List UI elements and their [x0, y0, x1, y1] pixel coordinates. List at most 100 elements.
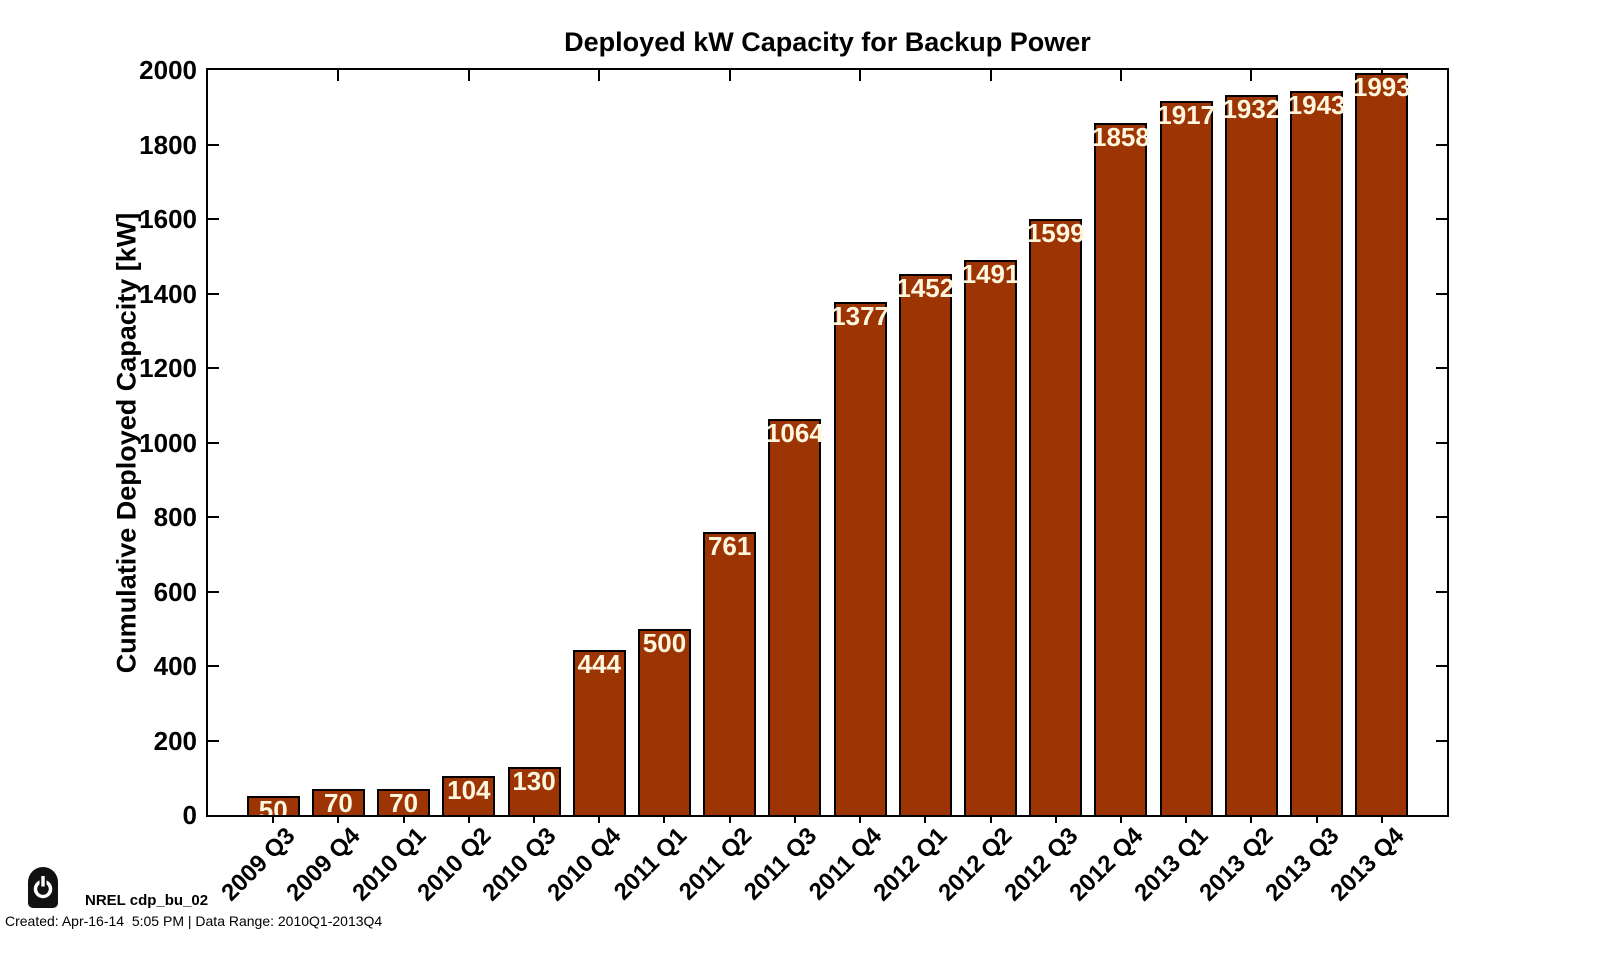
bar	[1224, 95, 1278, 815]
y-axis-left-tick	[208, 590, 219, 593]
bar-value-label: 1491	[961, 258, 1020, 289]
x-axis-bottom-tick	[1250, 817, 1253, 823]
bar-value-label: 761	[707, 530, 752, 561]
x-tick-label: 2010 Q3	[477, 822, 562, 907]
y-axis-right-tick	[1436, 367, 1447, 369]
x-tick-label: 2012 Q3	[998, 822, 1084, 907]
x-tick-label: 2009 Q4	[281, 822, 366, 907]
x-axis-bottom-tick	[337, 817, 340, 823]
bar	[572, 649, 626, 815]
y-axis-right-tick	[1436, 665, 1447, 667]
x-tick-label: 2011 Q2	[673, 822, 758, 906]
x-axis-bottom-tick	[924, 817, 927, 823]
bar-value-label: 70	[389, 787, 419, 817]
bar-value-label: 1858	[1092, 121, 1150, 152]
y-axis-left-tick	[208, 292, 219, 295]
x-tick-label: 2011 Q4	[804, 822, 888, 906]
plot-area: 50 70 70 104 130 444 500 761 1064 1377 1452 1491 159…	[206, 68, 1449, 817]
y-tick-label: 200	[153, 725, 197, 756]
x-tick-label: 2012 Q4	[1064, 822, 1149, 907]
x-axis-bottom-tick	[272, 817, 275, 823]
y-tick-label: 1200	[139, 353, 197, 383]
y-axis-label: Cumulative Deployed Capacity [kW]	[111, 212, 142, 674]
x-tick-label: 2013 Q4	[1324, 822, 1410, 907]
x-tick-label: 2010 Q1	[346, 822, 432, 907]
x-axis-bottom-tick	[728, 817, 731, 823]
x-axis-bottom-tick	[1054, 817, 1057, 823]
x-axis-top-tick	[859, 70, 862, 81]
y-tick-label: 400	[153, 651, 197, 681]
bar-value-label: 1917	[1157, 99, 1216, 130]
bar-value-label: 50	[258, 795, 288, 817]
x-tick-label: 2011 Q1	[608, 822, 692, 906]
bar	[964, 259, 1018, 815]
y-tick-label: 0	[182, 800, 197, 830]
x-axis-bottom-tick	[1315, 817, 1318, 823]
x-axis-top-tick	[467, 70, 470, 81]
y-axis-right-tick	[1436, 143, 1447, 146]
bar-value-label: 104	[447, 775, 491, 806]
bar-value-label: 500	[642, 627, 687, 658]
x-axis-bottom-tick	[598, 817, 601, 823]
bar	[377, 788, 431, 815]
x-axis-top-tick	[598, 70, 601, 81]
footer-chart-id: NREL cdp_bu_02	[85, 892, 209, 909]
bar-value-label: 1932	[1222, 94, 1281, 125]
bar	[833, 302, 887, 815]
x-axis-bottom-tick	[533, 817, 536, 823]
x-tick-label: 2010 Q4	[542, 822, 627, 907]
x-axis-bottom-tick	[1380, 817, 1383, 823]
x-tick-label: 2010 Q2	[412, 822, 497, 907]
y-axis-left-tick	[208, 367, 219, 369]
bar-value-label: 1943	[1287, 90, 1346, 121]
bar	[507, 766, 561, 815]
x-axis-top-tick	[728, 70, 731, 81]
x-axis-top-tick	[1250, 70, 1253, 81]
y-axis-left-tick	[208, 516, 219, 518]
chart-title: Deployed kW Capacity for Backup Power	[564, 27, 1091, 57]
bar-value-label: 70	[323, 787, 353, 817]
y-tick-label: 1800	[139, 129, 197, 160]
bar	[898, 274, 952, 815]
bar-value-label: 444	[577, 648, 621, 679]
y-axis-right-tick	[1436, 441, 1447, 444]
x-axis-top-tick	[337, 70, 340, 81]
y-axis-left-tick	[208, 143, 219, 146]
footer-created-text: Created: Apr-16-14 5:05 PM | Data Range:…	[5, 913, 383, 929]
x-axis-bottom-tick	[467, 817, 470, 823]
y-axis-left-tick	[208, 665, 219, 667]
bar-value-label: 130	[512, 765, 556, 796]
bar	[246, 796, 300, 815]
y-axis-left-tick	[208, 739, 219, 742]
bar	[1029, 219, 1083, 815]
power-icon-glyph	[33, 876, 53, 899]
bar-value-label: 1599	[1026, 218, 1085, 249]
bar-value-label: 1064	[765, 417, 824, 448]
bar	[1355, 72, 1409, 815]
x-axis-bottom-tick	[1119, 817, 1122, 823]
bar-value-label: 1452	[896, 273, 955, 304]
x-axis-bottom-tick	[793, 817, 796, 823]
y-tick-label: 1000	[139, 427, 197, 458]
y-axis-right-tick	[1436, 590, 1447, 593]
y-axis-right-tick	[1436, 292, 1447, 295]
x-axis-bottom-tick	[663, 817, 666, 823]
bar	[311, 788, 365, 815]
y-axis-right-tick	[1436, 516, 1447, 518]
x-tick-label: 2012 Q2	[933, 822, 1018, 907]
bar	[1290, 91, 1344, 815]
bar	[637, 628, 691, 815]
bar	[1159, 100, 1213, 815]
bar	[1094, 122, 1148, 815]
y-axis-right-tick	[1436, 218, 1447, 220]
x-tick-label: 2013 Q3	[1259, 822, 1344, 907]
y-axis-right-tick	[1436, 739, 1447, 742]
bar	[442, 776, 496, 815]
y-tick-label: 1600	[139, 204, 197, 234]
x-axis-bottom-tick	[859, 817, 862, 823]
x-axis-top-tick	[1119, 70, 1122, 81]
x-tick-label: 2012 Q1	[868, 822, 953, 907]
y-tick-label: 800	[153, 502, 197, 532]
y-tick-label: 2000	[139, 55, 197, 85]
